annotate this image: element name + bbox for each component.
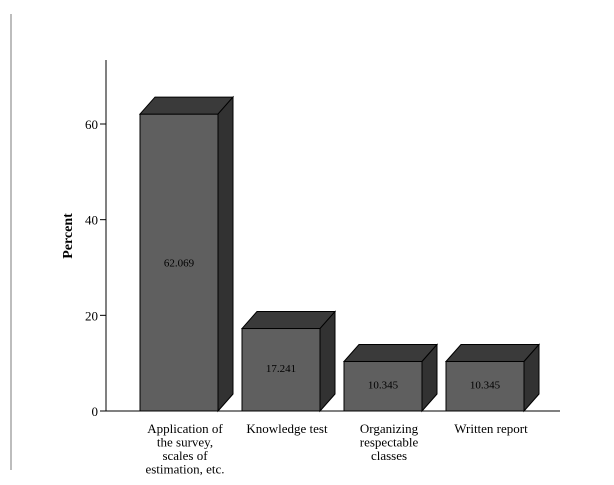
bar-value-label: 17.241 bbox=[266, 363, 296, 375]
bar-side bbox=[319, 310, 336, 413]
bar-value-label: 10.345 bbox=[368, 379, 399, 391]
x-tick-label: Application of the survey, scales of estima… bbox=[145, 421, 224, 477]
y-tick-label: 60 bbox=[85, 117, 98, 132]
bar-side bbox=[523, 343, 540, 413]
bar-side bbox=[421, 343, 438, 413]
bar-top bbox=[240, 311, 337, 330]
bar-front bbox=[445, 361, 525, 412]
bar: 10.345 bbox=[342, 343, 439, 413]
y-tick-label: 20 bbox=[85, 308, 98, 323]
bar-value-label: 62.069 bbox=[164, 258, 195, 270]
bar-value-label: 10.345 bbox=[470, 379, 501, 391]
bar-front bbox=[343, 361, 423, 412]
x-tick-label-line: Organizing bbox=[360, 421, 419, 436]
x-tick-labels: Application of the survey, scales of estima… bbox=[145, 421, 528, 477]
bar-front bbox=[241, 328, 321, 412]
x-tick-label-line: classes bbox=[371, 448, 407, 463]
x-tick-label: Knowledge test bbox=[246, 421, 328, 436]
x-tick-label-line: Application of bbox=[147, 421, 223, 436]
x-tick-label-line: scales of bbox=[162, 448, 208, 463]
y-ticks: 0 20 40 60 bbox=[85, 117, 106, 419]
y-tick-label: 0 bbox=[92, 404, 99, 419]
x-tick-label: Organizing respectable classes bbox=[360, 421, 419, 463]
bar: 10.345 bbox=[444, 343, 541, 413]
x-tick-label: Written report bbox=[454, 421, 528, 436]
x-tick-label-line: estimation, etc. bbox=[145, 462, 224, 477]
bar-top bbox=[342, 344, 439, 363]
x-tick-label-line: Written report bbox=[454, 421, 528, 436]
bar-side bbox=[217, 95, 234, 413]
x-tick-label-line: Knowledge test bbox=[246, 421, 328, 436]
bars: 62.069 17.241 10.345 10.345 bbox=[138, 95, 541, 413]
y-axis-label: Percent bbox=[61, 213, 76, 259]
bar-top bbox=[444, 344, 541, 363]
bar: 62.069 bbox=[138, 95, 235, 413]
y-tick-label: 40 bbox=[85, 213, 98, 228]
bar-top bbox=[138, 96, 235, 115]
x-tick-label-line: the survey, bbox=[157, 435, 213, 450]
bar: 17.241 bbox=[240, 310, 337, 413]
x-tick-label-line: respectable bbox=[360, 435, 419, 450]
frame-border bbox=[10, 14, 12, 470]
